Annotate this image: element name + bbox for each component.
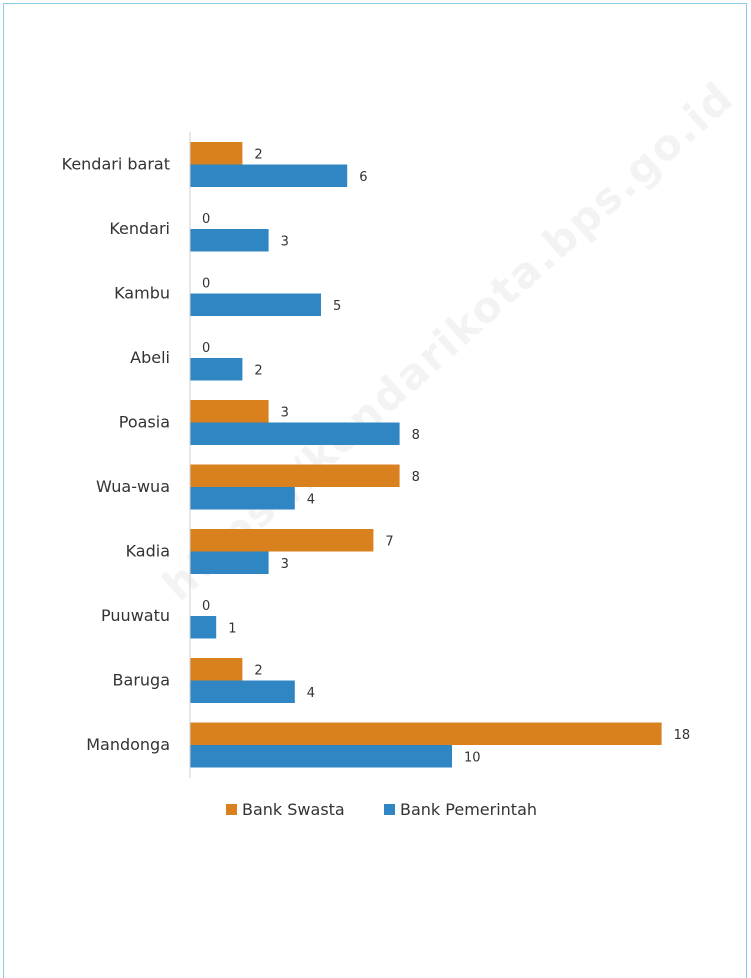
bar-bank-swasta-baruga	[190, 658, 242, 681]
value-label-bank-pemerintah-kambu: 5	[333, 299, 341, 314]
bar-bank-pemerintah-kendari	[190, 229, 269, 252]
category-label-poasia: Poasia	[119, 413, 170, 432]
value-label-bank-pemerintah-puuwatu: 1	[228, 621, 236, 636]
value-label-bank-swasta-kendari-barat: 2	[254, 147, 262, 162]
value-label-bank-pemerintah-poasia: 8	[412, 428, 420, 443]
category-label-baruga: Baruga	[113, 671, 170, 690]
category-label-puuwatu: Puuwatu	[101, 606, 170, 625]
bar-bank-swasta-kendari-barat	[190, 142, 242, 165]
bar-bank-pemerintah-kendari-barat	[190, 165, 347, 188]
category-label-kendari-barat: Kendari barat	[62, 155, 170, 174]
value-label-bank-pemerintah-mandonga: 10	[464, 750, 481, 765]
bar-bank-pemerintah-baruga	[190, 681, 295, 704]
value-label-bank-swasta-abeli: 0	[202, 341, 210, 356]
bar-bank-swasta-poasia	[190, 400, 269, 423]
value-label-bank-swasta-kambu: 0	[202, 276, 210, 291]
value-label-bank-swasta-kendari: 0	[202, 212, 210, 227]
value-label-bank-swasta-mandonga: 18	[674, 728, 691, 743]
value-label-bank-swasta-baruga: 2	[254, 663, 262, 678]
bar-bank-pemerintah-puuwatu	[190, 616, 216, 639]
bar-bank-pemerintah-kambu	[190, 294, 321, 317]
category-label-wua-wua: Wua-wua	[96, 477, 170, 496]
value-label-bank-pemerintah-baruga: 4	[307, 686, 315, 701]
value-label-bank-pemerintah-kendari: 3	[281, 234, 289, 249]
bar-bank-swasta-wua-wua	[190, 465, 400, 488]
legend-label-bank-pemerintah: Bank Pemerintah	[400, 800, 537, 819]
category-labels: Kendari barat Kendari Kambu Abeli Poasia Wua-…	[62, 155, 170, 755]
bar-bank-swasta-mandonga	[190, 723, 662, 746]
value-label-bank-pemerintah-wua-wua: 4	[307, 492, 315, 507]
bar-bank-pemerintah-mandonga	[190, 745, 452, 768]
value-label-bank-pemerintah-kadia: 3	[281, 557, 289, 572]
value-label-bank-pemerintah-kendari-barat: 6	[359, 170, 367, 185]
value-label-bank-pemerintah-abeli: 2	[254, 363, 262, 378]
bar-bank-swasta-kadia	[190, 529, 373, 552]
category-label-kendari: Kendari	[109, 219, 170, 238]
category-label-kambu: Kambu	[114, 284, 170, 303]
legend: Bank Swasta Bank Pemerintah	[226, 800, 537, 819]
value-label-bank-swasta-puuwatu: 0	[202, 599, 210, 614]
bar-bank-pemerintah-wua-wua	[190, 487, 295, 510]
legend-swatch-bank-pemerintah	[384, 804, 395, 815]
value-label-bank-swasta-kadia: 7	[385, 534, 393, 549]
category-label-mandonga: Mandonga	[86, 735, 170, 754]
bar-bank-pemerintah-poasia	[190, 423, 400, 446]
legend-label-bank-swasta: Bank Swasta	[242, 800, 345, 819]
bar-bank-pemerintah-kadia	[190, 552, 269, 575]
bar-bank-pemerintah-abeli	[190, 358, 242, 381]
category-label-abeli: Abeli	[130, 348, 170, 367]
value-labels: 2 6 0 3 0 5 0 2 3 8 8 4 7 3 0 1 2 4 18 10	[202, 147, 690, 765]
category-label-kadia: Kadia	[126, 542, 170, 561]
value-label-bank-swasta-poasia: 3	[281, 405, 289, 420]
value-label-bank-swasta-wua-wua: 8	[412, 470, 420, 485]
legend-swatch-bank-swasta	[226, 804, 237, 815]
